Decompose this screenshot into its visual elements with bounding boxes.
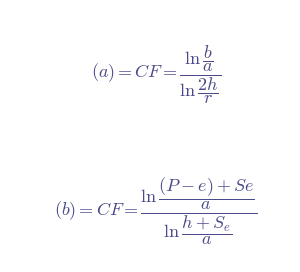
- Text: $(a) = CF = \dfrac{\ln\dfrac{b}{a}}{\ln\dfrac{2h}{r}}$: $(a) = CF = \dfrac{\ln\dfrac{b}{a}}{\ln\…: [91, 43, 221, 106]
- Text: $(b) = CF = \dfrac{\ln\dfrac{(P-e)+Se}{a}}{\ln\dfrac{h+S_{e}}{a}}$: $(b) = CF = \dfrac{\ln\dfrac{(P-e)+Se}{a…: [54, 175, 257, 247]
